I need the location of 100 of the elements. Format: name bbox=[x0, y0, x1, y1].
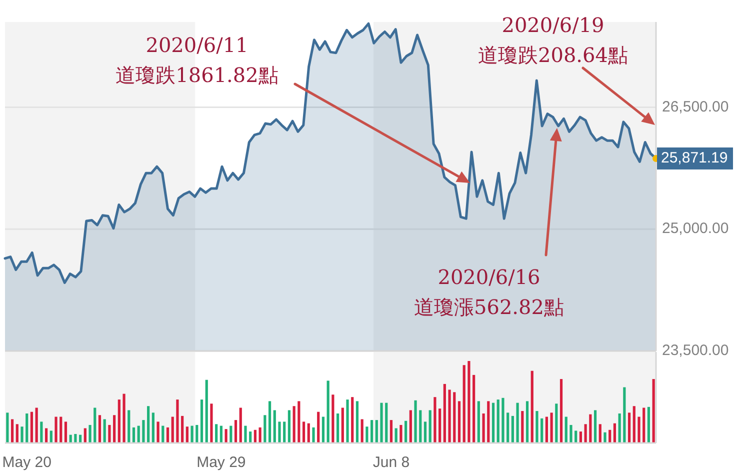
bar bbox=[346, 400, 349, 443]
bar bbox=[16, 424, 18, 443]
bar bbox=[443, 384, 446, 443]
bar bbox=[394, 428, 398, 443]
bar bbox=[35, 408, 38, 443]
bar bbox=[332, 394, 334, 443]
bar bbox=[370, 420, 374, 443]
bar bbox=[118, 400, 120, 443]
bar bbox=[278, 422, 281, 443]
bar bbox=[50, 430, 52, 443]
bar bbox=[215, 424, 218, 443]
bar bbox=[574, 430, 578, 443]
y-tick-label: 25,000.00 bbox=[662, 220, 729, 238]
bar bbox=[652, 379, 655, 443]
bar bbox=[341, 408, 344, 443]
bar bbox=[579, 432, 582, 443]
bar bbox=[424, 422, 427, 443]
bar bbox=[540, 418, 544, 443]
x-tick-label: May 29 bbox=[196, 454, 246, 471]
y-tick-label: 23,500.00 bbox=[662, 342, 729, 359]
bar bbox=[570, 424, 572, 443]
y-tick-label: 26,500.00 bbox=[662, 98, 729, 116]
bar bbox=[20, 426, 24, 443]
bar bbox=[326, 380, 330, 443]
bar bbox=[147, 406, 150, 443]
bar bbox=[516, 402, 519, 443]
bar bbox=[171, 416, 174, 443]
bar bbox=[385, 402, 388, 443]
bar bbox=[366, 426, 368, 443]
bar bbox=[618, 413, 621, 443]
bar bbox=[156, 422, 160, 443]
bar bbox=[628, 412, 631, 443]
bar bbox=[530, 370, 534, 443]
bar bbox=[283, 422, 286, 443]
bar bbox=[487, 401, 490, 443]
bar bbox=[642, 408, 646, 443]
bar bbox=[482, 413, 485, 443]
bar bbox=[613, 423, 616, 443]
bar bbox=[230, 426, 232, 443]
bar bbox=[468, 361, 470, 443]
bar bbox=[458, 401, 461, 443]
bar bbox=[448, 390, 451, 443]
bar bbox=[205, 380, 208, 443]
bar bbox=[132, 427, 136, 443]
bar bbox=[472, 374, 476, 443]
bar bbox=[196, 424, 198, 443]
bar bbox=[220, 426, 222, 443]
bar bbox=[190, 426, 194, 443]
bar bbox=[462, 365, 466, 443]
bar bbox=[54, 416, 58, 443]
bar bbox=[268, 401, 272, 443]
bar bbox=[502, 398, 504, 443]
bar bbox=[26, 413, 28, 443]
bar bbox=[351, 397, 354, 443]
bar bbox=[414, 400, 417, 443]
bar bbox=[307, 423, 310, 443]
bar bbox=[647, 406, 650, 443]
bar bbox=[419, 410, 422, 443]
bar bbox=[74, 434, 77, 443]
bar bbox=[434, 397, 436, 443]
bar bbox=[128, 410, 130, 443]
bar bbox=[264, 415, 266, 443]
bar bbox=[254, 430, 256, 443]
bar bbox=[375, 420, 378, 443]
bar bbox=[594, 410, 597, 443]
bar bbox=[312, 427, 315, 443]
last-price: 25,871.19 bbox=[652, 147, 733, 170]
bar bbox=[244, 426, 247, 443]
bar bbox=[438, 408, 442, 443]
bar bbox=[496, 400, 500, 443]
bar bbox=[453, 392, 456, 443]
bar bbox=[64, 422, 68, 443]
bar bbox=[103, 419, 106, 443]
bar bbox=[292, 406, 296, 443]
bar bbox=[44, 428, 48, 443]
bar bbox=[380, 402, 383, 443]
bar bbox=[234, 420, 238, 443]
bar bbox=[506, 412, 510, 443]
bar bbox=[152, 412, 154, 443]
bar bbox=[632, 406, 636, 443]
bar bbox=[317, 412, 320, 443]
bar bbox=[604, 432, 606, 443]
bar bbox=[564, 416, 568, 443]
x-tick-label: Jun 8 bbox=[372, 454, 410, 471]
bar bbox=[239, 408, 242, 443]
bar bbox=[390, 420, 393, 443]
bar bbox=[298, 401, 300, 443]
bar bbox=[511, 416, 514, 443]
bar bbox=[608, 430, 612, 443]
bar bbox=[137, 426, 140, 443]
bar bbox=[428, 410, 432, 443]
bar bbox=[477, 401, 480, 443]
bar bbox=[302, 422, 306, 443]
bar bbox=[545, 416, 548, 443]
bar bbox=[40, 422, 43, 443]
bar bbox=[623, 387, 626, 443]
bar bbox=[360, 419, 364, 443]
bar bbox=[550, 412, 553, 443]
bar bbox=[60, 416, 62, 443]
bar bbox=[555, 404, 558, 443]
